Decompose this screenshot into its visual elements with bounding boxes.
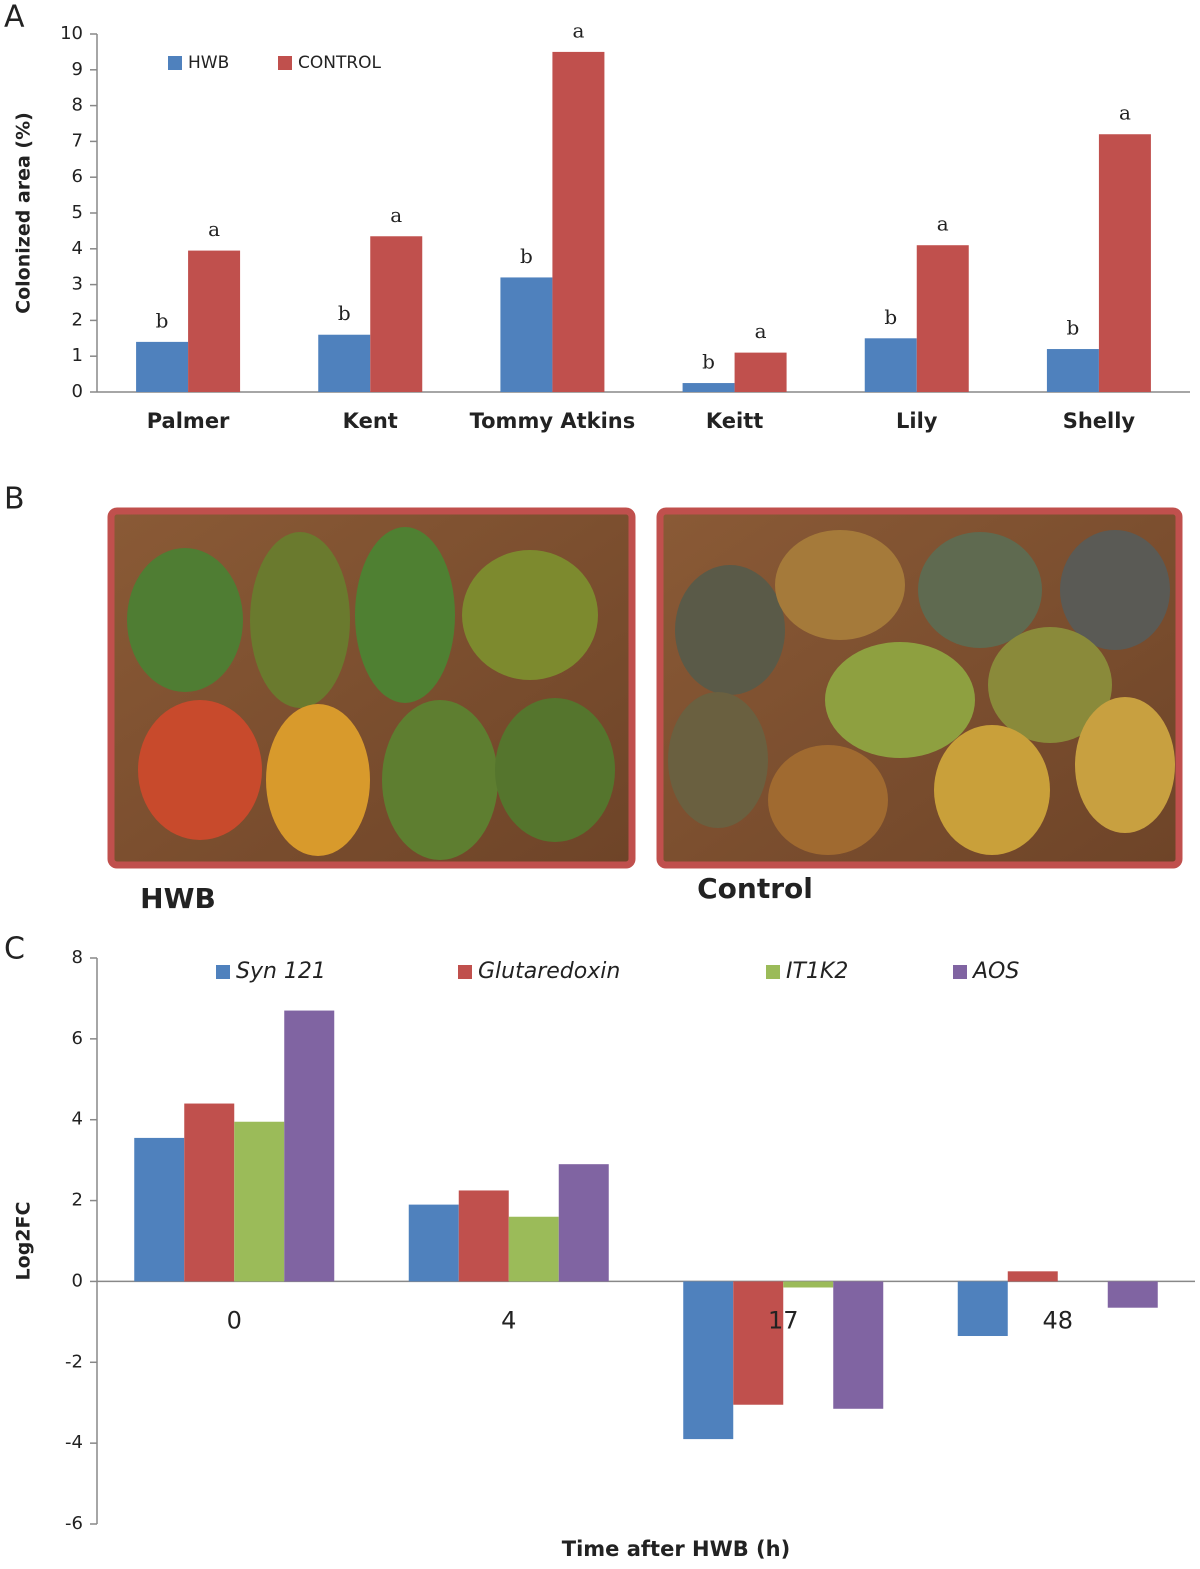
significance-letter: a xyxy=(755,319,767,343)
bar xyxy=(184,1103,235,1282)
bar xyxy=(683,1281,734,1440)
y-axis-label: Log2FC xyxy=(13,1202,35,1281)
bar xyxy=(234,1121,285,1282)
bar xyxy=(508,1216,559,1282)
significance-letter: a xyxy=(572,18,584,42)
legend-swatch xyxy=(216,965,230,979)
bar xyxy=(370,236,423,392)
x-tick-label: 48 xyxy=(1042,1306,1073,1334)
bar xyxy=(318,334,371,392)
legend-swatch xyxy=(953,965,967,979)
mango-group xyxy=(127,527,615,860)
photo-caption: Control xyxy=(697,872,813,905)
y-tick-label: 9 xyxy=(72,59,83,80)
photo-panel: B HWB Control xyxy=(4,482,1183,915)
significance-letter: a xyxy=(937,212,949,236)
x-tick-label: Tommy Atkins xyxy=(470,409,636,433)
mango-group xyxy=(668,530,1175,855)
significance-letter: b xyxy=(156,308,169,332)
x-tick-label: Palmer xyxy=(147,409,230,433)
y-tick-label: 0 xyxy=(72,381,83,402)
legend-label: Glutaredoxin xyxy=(478,959,620,984)
y-tick-label: 4 xyxy=(72,1109,83,1130)
bar xyxy=(733,1281,784,1405)
legend-label: AOS xyxy=(971,959,1019,984)
legend-swatch xyxy=(458,965,472,979)
bar xyxy=(500,277,553,392)
y-tick-label: 6 xyxy=(72,166,83,187)
bar xyxy=(552,51,605,393)
x-tick-label: 17 xyxy=(768,1306,799,1334)
y-tick-label: 10 xyxy=(60,23,83,44)
significance-letter: a xyxy=(390,203,402,227)
y-tick-label: 3 xyxy=(72,274,83,295)
y-tick-label: 2 xyxy=(72,1190,83,1211)
bar xyxy=(957,1281,1008,1337)
x-tick-label: 0 xyxy=(227,1306,242,1334)
significance-letter: b xyxy=(702,350,715,374)
y-tick-label: -4 xyxy=(65,1432,83,1453)
x-tick-label: Keitt xyxy=(706,409,763,433)
bar xyxy=(408,1204,459,1282)
bar xyxy=(558,1164,609,1282)
panel-label: B xyxy=(4,482,25,517)
legend-label: HWB xyxy=(188,53,229,73)
x-tick-label: Shelly xyxy=(1063,409,1136,433)
bar xyxy=(833,1281,884,1409)
bar xyxy=(136,341,189,392)
panel-label: C xyxy=(4,932,25,967)
x-tick-label: Kent xyxy=(343,409,398,433)
legend-label: CONTROL xyxy=(298,53,382,73)
significance-letter: a xyxy=(1119,101,1131,125)
significance-letter: b xyxy=(520,244,533,268)
y-tick-label: 4 xyxy=(72,238,83,259)
y-tick-label: 6 xyxy=(72,1028,83,1049)
y-tick-label: 5 xyxy=(72,202,83,223)
bar xyxy=(1007,1271,1058,1282)
significance-letter: a xyxy=(208,217,220,241)
bar xyxy=(1107,1281,1158,1308)
y-tick-label: 7 xyxy=(72,130,83,151)
bar xyxy=(1098,134,1151,393)
bar xyxy=(916,245,969,392)
y-tick-label: 0 xyxy=(72,1270,83,1291)
bar xyxy=(284,1010,335,1282)
legend-swatch xyxy=(278,56,292,70)
y-tick-label: 8 xyxy=(72,947,83,968)
legend-label: IT1K2 xyxy=(786,959,848,984)
legend-swatch xyxy=(766,965,780,979)
bar xyxy=(188,250,241,392)
legend-swatch xyxy=(168,56,182,70)
bar xyxy=(134,1137,185,1282)
y-tick-label: -2 xyxy=(65,1351,83,1372)
y-tick-label: -6 xyxy=(65,1513,83,1534)
y-axis-label: Colonized area (%) xyxy=(13,112,35,314)
y-tick-label: 1 xyxy=(72,345,83,366)
bar xyxy=(682,383,735,392)
bar xyxy=(458,1190,509,1282)
x-tick-label: 4 xyxy=(501,1306,516,1334)
panel-label: A xyxy=(4,0,25,35)
significance-letter: b xyxy=(338,301,351,325)
bar xyxy=(783,1281,834,1288)
bar xyxy=(864,338,917,392)
significance-letter: b xyxy=(884,305,897,329)
y-tick-label: 2 xyxy=(72,309,83,330)
y-tick-label: 8 xyxy=(72,95,83,116)
significance-letter: b xyxy=(1067,316,1080,340)
x-tick-label: Lily xyxy=(896,409,938,433)
legend-label: Syn 121 xyxy=(236,959,326,984)
bar xyxy=(734,352,787,392)
bar xyxy=(1046,349,1099,392)
x-axis-label: Time after HWB (h) xyxy=(562,1537,790,1561)
photo-caption: HWB xyxy=(140,882,216,915)
